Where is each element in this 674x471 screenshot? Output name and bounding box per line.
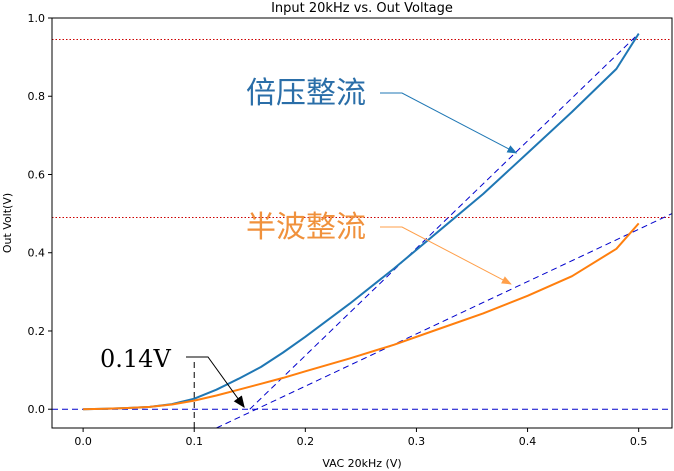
annotation-double-arrow: [380, 92, 518, 154]
annotation-double-label: 倍压整流: [246, 76, 366, 111]
x-tick-label: 0.5: [630, 435, 648, 448]
series-line-2: [83, 222, 640, 411]
y-tick-label: 0.8: [28, 90, 46, 103]
chart-title: Input 20kHz vs. Out Voltage: [271, 1, 453, 16]
y-axis-label: Out Volt(V): [1, 193, 14, 253]
ref-line-double-tangent: [249, 33, 640, 410]
x-tick-label: 0.4: [519, 435, 537, 448]
y-tick-label: 0.2: [28, 325, 46, 338]
y-tick-label: 1.0: [28, 12, 46, 25]
y-axis: 0.0 0.2 0.4 0.6 0.8 1.0: [28, 12, 52, 416]
y-tick-label: 0.6: [28, 168, 46, 181]
y-tick-label: 0.4: [28, 247, 46, 260]
annotation-threshold-arrow: [186, 356, 245, 409]
x-tick-label: 0.2: [297, 435, 315, 448]
x-tick-label: 0.0: [74, 435, 92, 448]
x-tick-label: 0.1: [185, 435, 203, 448]
x-axis: 0.0 0.1 0.2 0.3 0.4 0.5: [74, 428, 647, 448]
annotation-threshold-label: 0.14V: [100, 345, 171, 373]
x-axis-label: VAC 20kHz (V): [322, 457, 401, 470]
plot-frame: [51, 17, 673, 429]
y-tick-label: 0.0: [28, 403, 46, 416]
plot-area: [52, 33, 672, 428]
annotation-half-arrow: [380, 226, 512, 285]
annotation-half-label: 半波整流: [246, 210, 366, 245]
ref-line-half-tangent: [216, 213, 672, 428]
x-tick-label: 0.3: [408, 435, 426, 448]
